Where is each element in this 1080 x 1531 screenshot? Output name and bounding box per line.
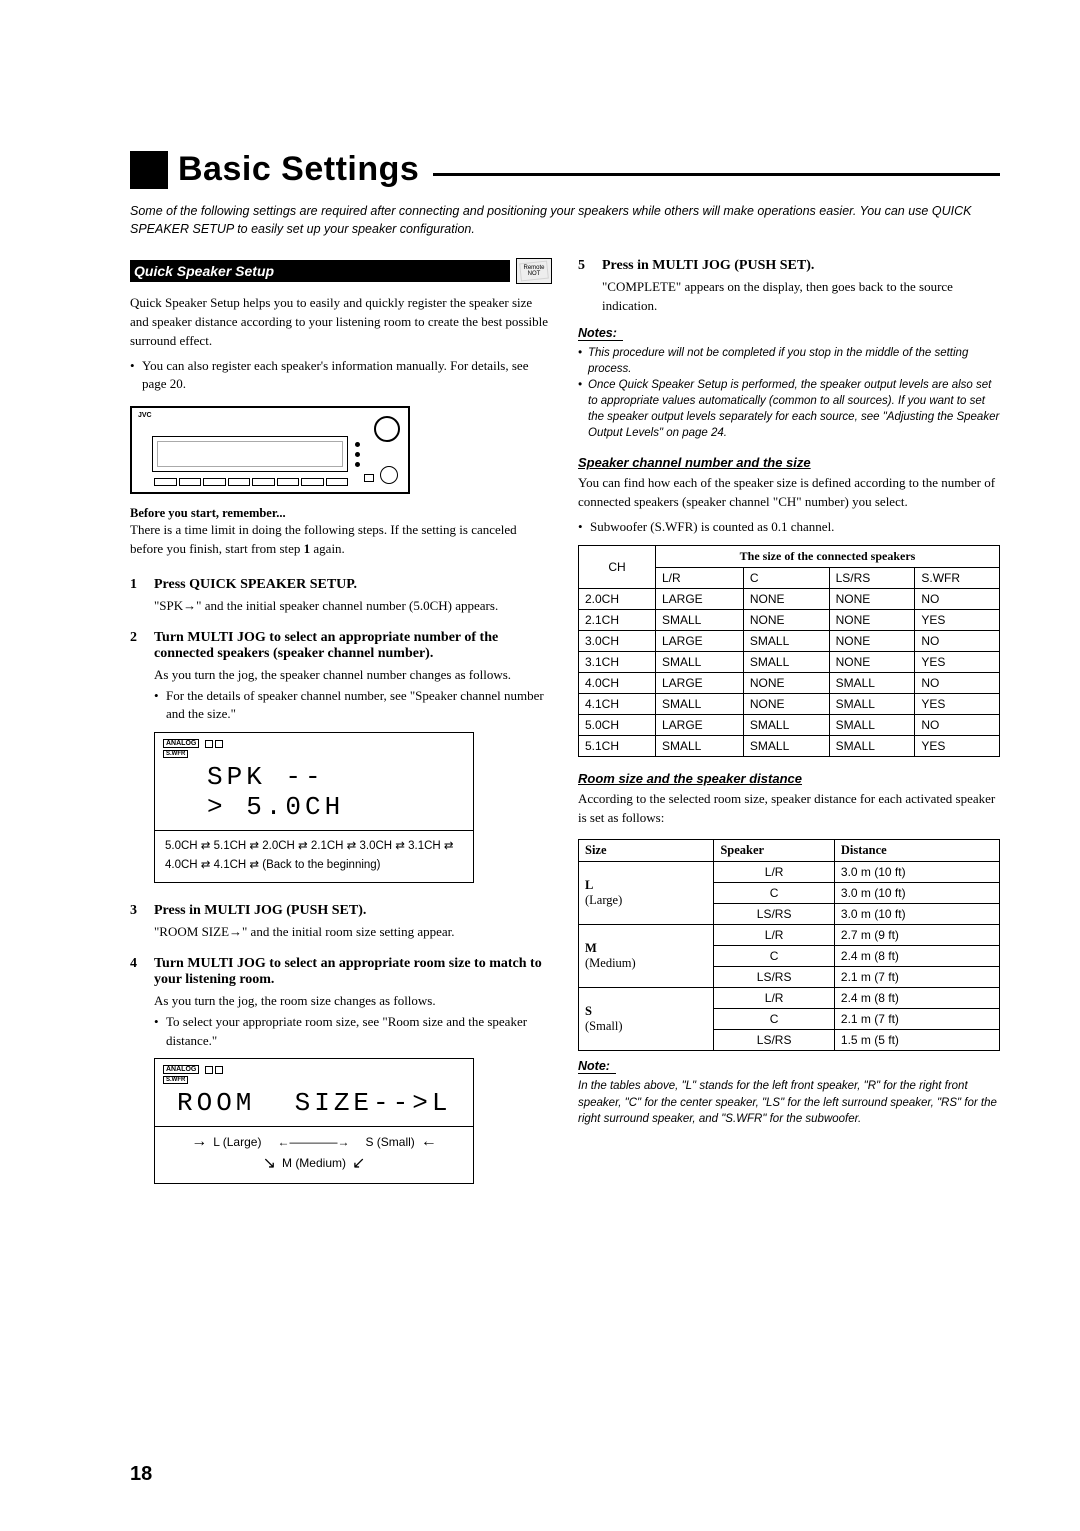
rs-col-size: Size: [579, 840, 714, 862]
table-row: 5.1CHSMALLSMALLSMALLYES: [579, 735, 1000, 756]
rs-col-distance: Distance: [834, 840, 999, 862]
step-1-number: 1: [130, 577, 144, 593]
step-2-bullet: For the details of speaker channel numbe…: [154, 687, 552, 725]
room-opt-l: L (Large): [213, 1135, 261, 1149]
step-4-heading: 4 Turn MULTI JOG to select an appropriat…: [130, 956, 552, 988]
step-4-sub: As you turn the jog, the room size chang…: [154, 992, 552, 1011]
room-size-table: Size Speaker Distance L(Large)L/R3.0 m (…: [578, 839, 1000, 1051]
channel-size-table: CH The size of the connected speakers L/…: [578, 545, 1000, 757]
right-column: 5 Press in MULTI JOG (PUSH SET). "COMPLE…: [578, 258, 1000, 1192]
analog-tag-2: ANALOG: [163, 1065, 199, 1074]
room-opt-m: M (Medium): [282, 1156, 346, 1170]
sub1-para: You can find how each of the speaker siz…: [578, 474, 1000, 512]
ch-table-corner: CH: [579, 545, 656, 588]
left-column: Quick Speaker Setup Remote NOT Quick Spe…: [130, 258, 552, 1192]
step-3-number: 3: [130, 903, 144, 919]
step-2-number: 2: [130, 630, 144, 662]
table-row: 4.0CHLARGENONESMALLNO: [579, 672, 1000, 693]
page-title: Basic Settings: [178, 150, 419, 189]
step-5-sub: "COMPLETE" appears on the display, then …: [602, 278, 1000, 316]
step-1-title: Press QUICK SPEAKER SETUP.: [154, 577, 552, 593]
step-4-number: 4: [130, 956, 144, 988]
table-row: L(Large)L/R3.0 m (10 ft): [579, 862, 1000, 883]
swfr-tag-2: S.WFR: [163, 1076, 188, 1084]
notes-heading: Notes:: [578, 326, 623, 341]
table-row: 2.0CHLARGENONENONENO: [579, 588, 1000, 609]
note-2: Once Quick Speaker Setup is performed, t…: [578, 377, 1000, 441]
ch-col-lsrs: LS/RS: [829, 567, 915, 588]
step-3-title: Press in MULTI JOG (PUSH SET).: [154, 903, 552, 919]
qss-manual-note: You can also register each speaker's inf…: [130, 357, 552, 395]
remote-not-badge: Remote NOT: [516, 258, 552, 284]
sub2-heading: Room size and the speaker distance: [578, 771, 1000, 786]
lcd-room: ROOM SIZE-->L: [173, 1086, 465, 1120]
step-1-sub: "SPK→" and the initial speaker channel n…: [154, 597, 552, 616]
step-3-heading: 3 Press in MULTI JOG (PUSH SET).: [130, 903, 552, 919]
before-heading: Before you start, remember...: [130, 506, 552, 521]
step-5-title: Press in MULTI JOG (PUSH SET).: [602, 258, 1000, 274]
title-block-decor: [130, 151, 168, 189]
table-row: 2.1CHSMALLNONENONEYES: [579, 609, 1000, 630]
note2-heading: Note:: [578, 1059, 616, 1074]
table-row: 4.1CHSMALLNONESMALLYES: [579, 693, 1000, 714]
page-number: 18: [130, 1463, 152, 1486]
intro-paragraph: Some of the following settings are requi…: [130, 203, 1000, 238]
receiver-illustration: JVC: [130, 406, 410, 494]
note-1: This procedure will not be completed if …: [578, 345, 1000, 377]
analog-tag: ANALOG: [163, 739, 199, 748]
channel-sequence: 5.0CH ⇄ 5.1CH ⇄ 2.0CH ⇄ 2.1CH ⇄ 3.0CH ⇄ …: [163, 837, 465, 874]
swfr-tag: S.WFR: [163, 750, 188, 758]
display-figure-room: ANALOG S.WFR ROOM SIZE-->L → L (Large) ←…: [154, 1058, 474, 1184]
sub1-heading: Speaker channel number and the size: [578, 455, 1000, 470]
section-header-row: Quick Speaker Setup Remote NOT: [130, 258, 552, 284]
step-4-bullet: To select your appropriate room size, se…: [154, 1013, 552, 1051]
ch-col-c: C: [743, 567, 829, 588]
step-5-heading: 5 Press in MULTI JOG (PUSH SET).: [578, 258, 1000, 274]
note2-text: In the tables above, "L" stands for the …: [578, 1078, 1000, 1126]
step-5-number: 5: [578, 258, 592, 274]
ch-table-group-header: The size of the connected speakers: [655, 545, 999, 567]
receiver-brand: JVC: [138, 412, 152, 419]
rs-col-speaker: Speaker: [714, 840, 835, 862]
step-3-sub: "ROOM SIZE→" and the initial room size s…: [154, 923, 552, 942]
room-opt-s: S (Small): [365, 1135, 414, 1149]
qss-intro: Quick Speaker Setup helps you to easily …: [130, 294, 552, 351]
display-figure-spk: ANALOG S.WFR SPK --> 5.0CH 5.0CH ⇄ 5.1CH…: [154, 732, 474, 883]
table-row: 5.0CHLARGESMALLSMALLNO: [579, 714, 1000, 735]
step-2-title: Turn MULTI JOG to select an appropriate …: [154, 630, 552, 662]
step-2-sub: As you turn the jog, the speaker channel…: [154, 666, 552, 685]
section-title: Quick Speaker Setup: [130, 260, 510, 282]
title-rule: [433, 173, 1000, 176]
table-row: S(Small)L/R2.4 m (8 ft): [579, 988, 1000, 1009]
sub2-para: According to the selected room size, spe…: [578, 790, 1000, 828]
sub1-bullet: Subwoofer (S.WFR) is counted as 0.1 chan…: [578, 518, 1000, 537]
step-4-title: Turn MULTI JOG to select an appropriate …: [154, 956, 552, 988]
step-2-heading: 2 Turn MULTI JOG to select an appropriat…: [130, 630, 552, 662]
ch-col-lr: L/R: [655, 567, 743, 588]
table-row: 3.0CHLARGESMALLNONENO: [579, 630, 1000, 651]
table-row: M(Medium)L/R2.7 m (9 ft): [579, 925, 1000, 946]
before-text: There is a time limit in doing the follo…: [130, 521, 552, 559]
lcd-spk: SPK --> 5.0CH: [203, 760, 465, 824]
title-row: Basic Settings: [130, 150, 1000, 189]
ch-col-swfr: S.WFR: [915, 567, 1000, 588]
table-row: 3.1CHSMALLSMALLNONEYES: [579, 651, 1000, 672]
step-1-heading: 1 Press QUICK SPEAKER SETUP.: [130, 577, 552, 593]
